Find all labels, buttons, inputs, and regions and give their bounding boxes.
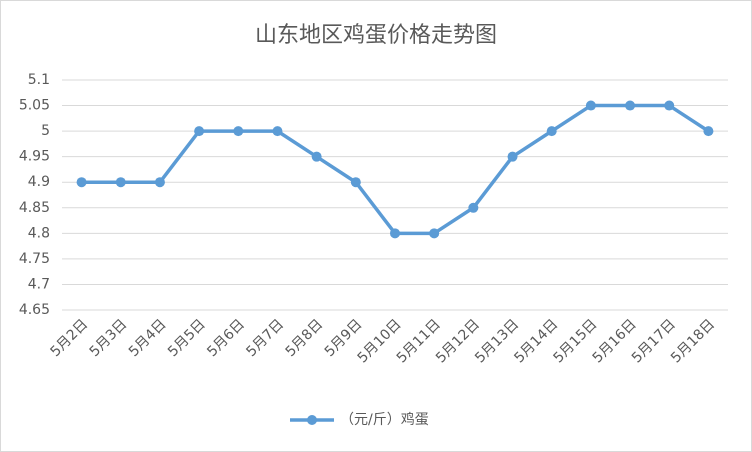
chart-title: 山东地区鸡蛋价格走势图 [255,23,497,48]
y-tick-label: 5.05 [19,98,50,114]
data-point [115,177,126,188]
data-point [429,228,440,239]
legend-label: （元/斤）鸡蛋 [340,411,429,428]
data-point [585,100,596,111]
data-point [703,126,714,137]
data-point [664,100,675,111]
data-point [194,126,205,137]
data-point [154,177,165,188]
y-tick-label: 4.65 [19,302,50,318]
y-tick-label: 5 [41,123,50,139]
y-tick-label: 4.85 [19,200,50,216]
data-point [272,126,283,137]
data-point [311,151,322,162]
legend-marker [307,415,317,425]
data-point [390,228,400,239]
y-tick-label: 4.7 [28,276,50,292]
y-tick-label: 4.9 [28,174,50,190]
data-point [468,202,479,213]
y-tick-label: 4.95 [19,149,50,165]
y-tick-label: 4.8 [28,225,50,241]
data-point [233,126,244,137]
data-point [546,126,557,137]
y-tick-label: 5.1 [28,72,50,88]
data-point [625,100,636,111]
data-point [76,177,87,188]
y-tick-label: 4.75 [19,251,50,267]
data-point [350,177,361,188]
data-point [507,151,518,162]
